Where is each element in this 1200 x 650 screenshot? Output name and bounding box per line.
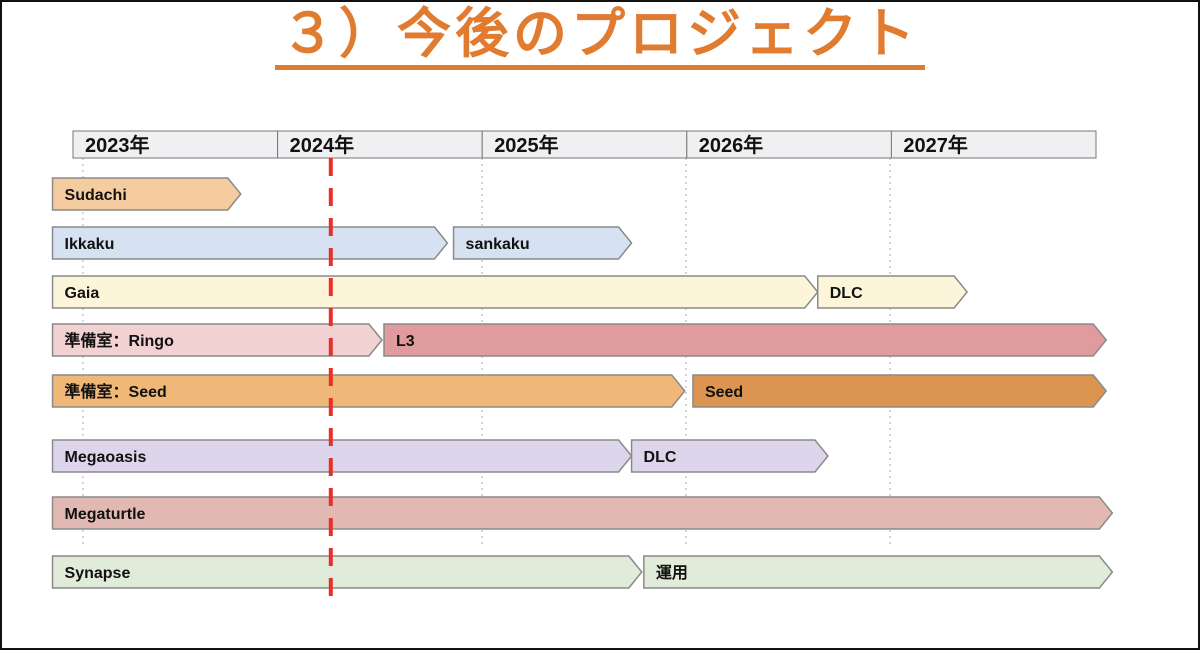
project-bar	[51, 275, 819, 309]
project-bar-label: Megaturtle	[65, 506, 146, 523]
project-bar-label: 準備室：Seed	[65, 382, 167, 401]
year-header-label: 2024年	[290, 133, 355, 157]
year-header-label: 2025年	[494, 133, 559, 157]
project-bar	[630, 439, 829, 473]
project-bar-label: Megaoasis	[65, 449, 147, 466]
year-header-cell	[890, 130, 1097, 159]
year-header-cell	[686, 130, 892, 159]
project-bar	[51, 374, 686, 408]
project-bar	[51, 439, 633, 473]
slide-title: ３）今後のプロジェクト	[0, 2, 1200, 70]
project-bar	[643, 555, 1114, 589]
project-bar-label: Gaia	[65, 285, 100, 302]
year-header-label: 2027年	[903, 133, 968, 157]
slide-title-text: ３）今後のプロジェクト	[275, 3, 925, 70]
project-bar-label: Ikkaku	[65, 236, 115, 253]
project-bar-label: Synapse	[65, 565, 131, 582]
project-bar	[51, 177, 242, 211]
project-bar-label: L3	[396, 333, 415, 350]
project-bar-label: DLC	[830, 285, 863, 302]
year-header-label: 2023年	[85, 133, 150, 157]
project-bar	[692, 374, 1108, 408]
project-bar-label: 準備室：Ringo	[65, 331, 175, 350]
project-bar	[816, 275, 969, 309]
project-bar-label: Sudachi	[65, 187, 127, 204]
project-bar	[51, 323, 383, 357]
project-bar	[51, 226, 449, 260]
project-bar-label: Seed	[705, 384, 743, 401]
project-bar-label: DLC	[644, 449, 677, 466]
project-bar	[51, 555, 643, 589]
project-bar	[452, 226, 633, 260]
year-header-cell	[72, 130, 279, 159]
project-bar-label: 運用	[656, 564, 688, 582]
project-bar-label: sankaku	[466, 236, 530, 253]
year-header-label: 2026年	[699, 133, 764, 157]
project-bar	[383, 323, 1108, 357]
project-bar	[51, 496, 1114, 530]
